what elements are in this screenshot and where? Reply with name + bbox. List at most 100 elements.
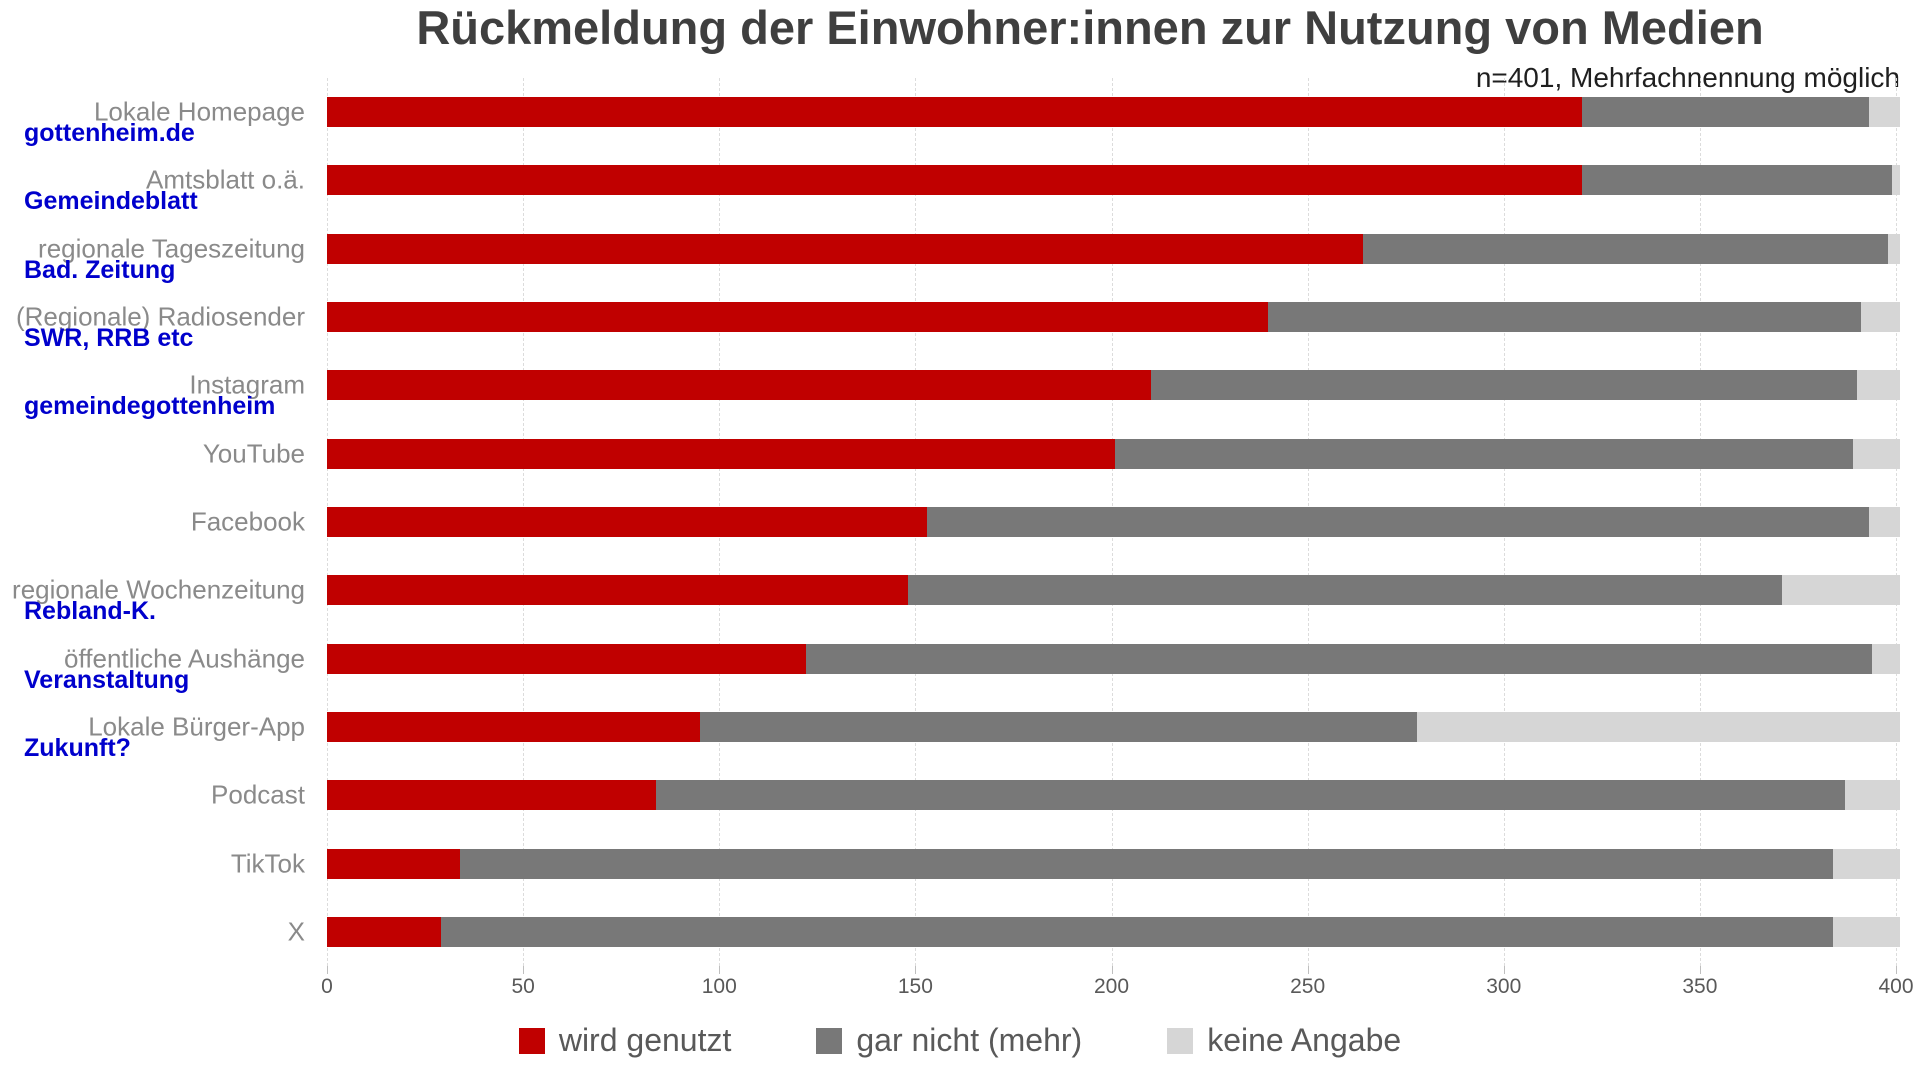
bar-segment-gar-nicht-mehr-: [1362, 233, 1889, 264]
legend-swatch-icon: [1167, 1027, 1194, 1054]
tick-mark: [523, 966, 525, 974]
category-label: Amtsblatt o.ä.: [146, 164, 305, 195]
category-label: Lokale Homepage: [93, 96, 305, 127]
bar-segment-wird-genutzt: [327, 916, 441, 947]
legend-label: gar nicht (mehr): [856, 1022, 1083, 1058]
legend-label: keine Angabe: [1207, 1022, 1402, 1058]
tick-mark: [1111, 966, 1113, 974]
bar-row: Instagram gemeindegottenheim: [0, 351, 1920, 420]
legend-swatch-icon: [518, 1027, 545, 1054]
bar-segment-keine-angabe: [1417, 711, 1900, 742]
tick-mark: [719, 966, 721, 974]
bar-segment-gar-nicht-mehr-: [1268, 302, 1861, 333]
bar-segment-keine-angabe: [1852, 438, 1900, 469]
bar-segment-keine-angabe: [1888, 233, 1900, 264]
bar-segment-gar-nicht-mehr-: [1115, 438, 1853, 469]
bar-segment-wird-genutzt: [327, 506, 928, 537]
category-label: TikTok: [230, 848, 305, 879]
bar-segment-gar-nicht-mehr-: [460, 848, 1834, 879]
bar-segment-wird-genutzt: [327, 370, 1151, 401]
bar-segment-wird-genutzt: [327, 438, 1116, 469]
stacked-bar: [327, 575, 1900, 606]
bar-row: Lokale Homepage gottenheim.de: [0, 78, 1920, 148]
bar-segment-gar-nicht-mehr-: [440, 916, 1834, 947]
bar-segment-gar-nicht-mehr-: [1582, 165, 1893, 196]
tick-mark: [1307, 966, 1309, 974]
stacked-bar: [327, 370, 1900, 401]
x-tick-label: 150: [897, 975, 933, 998]
bar-segment-gar-nicht-mehr-: [1582, 97, 1869, 128]
category-annotation: SWR, RRB etc: [24, 324, 194, 353]
stacked-bar: [327, 780, 1900, 811]
bar-row: TikTok: [0, 829, 1920, 897]
bar-segment-keine-angabe: [1782, 575, 1900, 606]
bar-row: regionale Wochenzeitung Rebland-K.: [0, 556, 1920, 626]
bar-segment-wird-genutzt: [327, 97, 1583, 128]
stacked-bar: [327, 97, 1900, 128]
category-annotation: Rebland-K.: [24, 597, 156, 626]
bar-segment-wird-genutzt: [327, 643, 806, 674]
bar-row: Amtsblatt o.ä. Gemeindeblatt: [0, 146, 1920, 215]
category-annotation: gottenheim.de: [24, 119, 195, 148]
bar-row: Podcast: [0, 761, 1920, 829]
bar-segment-wird-genutzt: [327, 848, 461, 879]
bar-segment-wird-genutzt: [327, 302, 1269, 333]
category-annotation: Veranstaltung: [24, 665, 190, 694]
x-tick-label: 250: [1290, 975, 1326, 998]
category-label: Facebook: [190, 506, 305, 537]
bar-segment-wird-genutzt: [327, 233, 1363, 264]
category-label: (Regionale) Radiosender: [15, 301, 305, 332]
bar-row: YouTube: [0, 420, 1920, 488]
bar-segment-gar-nicht-mehr-: [699, 711, 1418, 742]
stacked-bar: [327, 438, 1900, 469]
stacked-bar: [327, 711, 1900, 742]
stacked-bar: [327, 916, 1900, 947]
category-label: X: [287, 916, 305, 947]
x-tick-label: 200: [1093, 975, 1130, 998]
stacked-bar: [327, 302, 1900, 333]
bar-segment-wird-genutzt: [327, 780, 657, 811]
category-annotation: Zukunft?: [24, 733, 131, 762]
x-tick-label: 50: [511, 975, 535, 998]
category-label: regionale Wochenzeitung: [12, 574, 305, 605]
category-label: regionale Tageszeitung: [38, 233, 305, 264]
bar-segment-gar-nicht-mehr-: [927, 506, 1869, 537]
bar-segment-keine-angabe: [1868, 506, 1900, 537]
legend-item: keine Angabe: [1167, 1022, 1401, 1059]
chart-subtitle: n=401, Mehrfachnennung möglich: [1475, 62, 1900, 93]
bar-segment-keine-angabe: [1833, 916, 1900, 947]
tick-mark: [327, 966, 328, 974]
bar-segment-wird-genutzt: [327, 711, 700, 742]
chart-title: Rückmeldung der Einwohner:innen zur Nutz…: [416, 1, 1764, 54]
bar-segment-gar-nicht-mehr-: [907, 575, 1783, 606]
bar-segment-keine-angabe: [1856, 370, 1900, 401]
bar-segment-keine-angabe: [1860, 302, 1900, 333]
stacked-bar: [327, 165, 1900, 196]
bar-segment-gar-nicht-mehr-: [656, 780, 1845, 811]
bar-row: regionale Tageszeitung Bad. Zeitung: [0, 215, 1920, 284]
stacked-bar: [327, 848, 1900, 879]
legend-item: wird genutzt: [518, 1022, 732, 1059]
legend: wird genutzt gar nicht (mehr) keine Anga…: [0, 1022, 1920, 1059]
bar-segment-gar-nicht-mehr-: [1150, 370, 1857, 401]
category-label: Lokale Bürger-App: [88, 711, 305, 742]
bar-row: (Regionale) Radiosender SWR, RRB etc: [0, 283, 1920, 353]
legend-swatch-icon: [816, 1027, 843, 1054]
category-label: öffentliche Aushänge: [64, 643, 305, 674]
bar-segment-keine-angabe: [1845, 780, 1900, 811]
stacked-bar: [327, 233, 1900, 264]
legend-label: wird genutzt: [558, 1022, 732, 1058]
bar-segment-wird-genutzt: [327, 165, 1583, 196]
bar-segment-keine-angabe: [1868, 97, 1900, 128]
bar-row: Lokale Bürger-App Zukunft?: [0, 693, 1920, 762]
category-annotation: Bad. Zeitung: [24, 255, 176, 284]
stacked-bar: [327, 643, 1900, 674]
tick-mark: [1896, 966, 1897, 974]
bar-segment-keine-angabe: [1872, 643, 1900, 674]
bar-row: Facebook: [0, 488, 1920, 556]
bar-row: öffentliche Aushänge Veranstaltung: [0, 624, 1920, 694]
x-tick-label: 100: [701, 975, 737, 998]
bar-segment-keine-angabe: [1833, 848, 1900, 879]
x-tick-label: 350: [1682, 975, 1718, 998]
bar-segment-keine-angabe: [1892, 165, 1900, 196]
